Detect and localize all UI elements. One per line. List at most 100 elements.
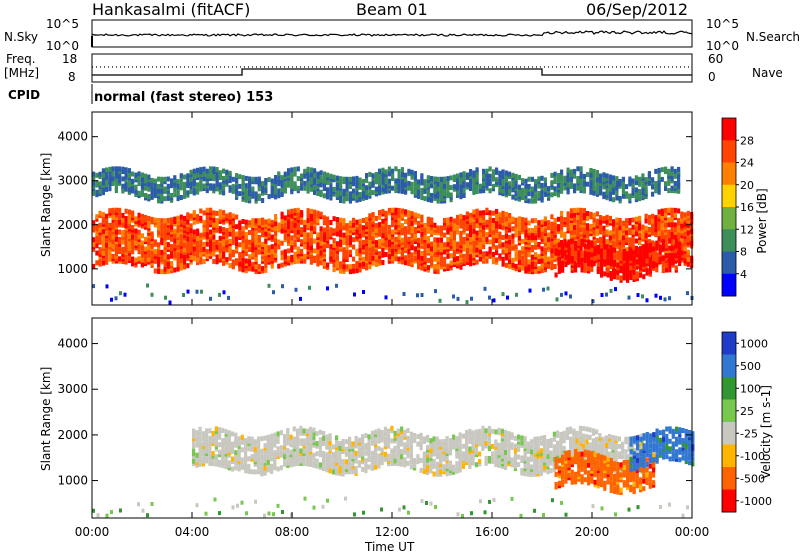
- power-panel-cell: [655, 257, 659, 263]
- power-panel-cell: [436, 191, 440, 197]
- power-panel-cell: [576, 219, 580, 225]
- power-panel-cell: [521, 238, 525, 244]
- power-panel-cell: [459, 172, 463, 178]
- power-panel-cell: [508, 244, 512, 250]
- velocity-panel-cell: [247, 446, 251, 452]
- power-panel-cell: [465, 211, 469, 217]
- power-panel-cell: [638, 232, 642, 238]
- power-panel-cell: [639, 255, 643, 261]
- power-panel-cell: [147, 194, 151, 199]
- power-panel-cell: [361, 256, 365, 262]
- velocity-panel-cell: [426, 434, 430, 440]
- velocity-panel-cell: [260, 466, 264, 472]
- velocity-panel-cell: [364, 443, 368, 449]
- power-panel-cell: [274, 175, 278, 180]
- velocity-panel-cell: [247, 463, 251, 469]
- power-panel-cell: [361, 225, 365, 231]
- station-title: Hankasalmi (fitACF): [92, 0, 251, 19]
- power-panel-cell: [644, 225, 648, 231]
- power-panel-cell: [313, 209, 317, 215]
- power-panel-cell: [508, 259, 512, 265]
- power-panel-cell: [144, 258, 148, 264]
- power-panel-cell: [641, 183, 645, 189]
- velocity-panel-cell: [400, 449, 404, 455]
- power-panel-cell: [651, 213, 655, 219]
- power-panel-cell: [426, 248, 430, 254]
- power-panel-cell: [111, 181, 115, 186]
- power-panel-cell: [521, 246, 525, 252]
- power-panel-near-cell: [123, 292, 127, 297]
- power-panel-cell: [420, 231, 424, 237]
- power-panel-cell: [280, 262, 284, 268]
- power-panel-cell: [599, 173, 603, 179]
- velocity-panel-cell: [318, 437, 322, 443]
- power-panel-cell: [397, 208, 401, 213]
- power-panel-cell: [564, 262, 568, 267]
- velocity-panel-cell: [328, 468, 332, 474]
- power-panel-cell: [511, 187, 515, 193]
- power-panel-cell: [352, 263, 356, 269]
- velocity-panel-cell: [270, 466, 274, 472]
- power-panel-cell: [166, 217, 170, 223]
- velocity-panel-cell: [367, 434, 371, 440]
- power-panel-ytick-label: 3000: [57, 174, 88, 188]
- power-panel-cell: [114, 173, 118, 179]
- power-panel-cell: [345, 249, 349, 255]
- power-panel-cell: [560, 181, 564, 187]
- power-panel-cell: [118, 229, 122, 235]
- power-panel-cell: [270, 244, 274, 250]
- power-panel-cell: [472, 209, 476, 215]
- velocity-panel-cell: [351, 469, 355, 475]
- velocity-panel-cell: [218, 434, 222, 440]
- velocity-panel-cell: [315, 463, 319, 469]
- power-panel-cell: [616, 274, 620, 280]
- power-panel-cell: [400, 259, 404, 265]
- power-panel-cell: [183, 242, 187, 248]
- power-panel-cell: [121, 213, 125, 218]
- power-panel-cell: [634, 194, 638, 200]
- power-panel-cell: [173, 216, 177, 222]
- power-panel-cell: [439, 176, 443, 182]
- power-panel-cell: [352, 256, 356, 262]
- cpid-label: CPID: [8, 88, 41, 102]
- velocity-panel-cell: [374, 452, 378, 458]
- power-panel-cell: [557, 261, 561, 267]
- power-panel-cell: [212, 183, 216, 189]
- power-panel-cell: [430, 258, 434, 264]
- power-panel-cell: [361, 179, 365, 184]
- power-panel-cell: [436, 181, 440, 187]
- power-panel-cell: [521, 187, 525, 193]
- power-panel-cell: [378, 168, 382, 174]
- power-panel-cell: [121, 166, 125, 172]
- power-panel-cell: [358, 177, 362, 183]
- power-panel-cell: [339, 217, 343, 223]
- power-panel-cell: [283, 171, 287, 177]
- velocity-panel-cell: [227, 462, 231, 468]
- power-panel-cell: [160, 218, 164, 224]
- power-panel-cell: [469, 169, 473, 174]
- power-panel-cell: [446, 190, 450, 196]
- power-panel-cell: [368, 225, 372, 231]
- power-panel-cell: [550, 241, 554, 246]
- power-panel-cell: [625, 218, 629, 224]
- power-panel-cell: [664, 208, 668, 214]
- power-panel-cell: [114, 185, 118, 191]
- power-panel-cell: [638, 240, 642, 246]
- power-panel-cell: [157, 252, 161, 257]
- velocity-panel-cell: [370, 440, 374, 446]
- noise-right-tick-bottom: 10^0: [706, 39, 739, 53]
- power-panel-cell: [589, 189, 593, 195]
- power-panel-cell: [274, 184, 278, 190]
- power-panel-cell: [589, 211, 593, 217]
- power-panel-cell: [615, 239, 619, 245]
- power-panel-cell: [517, 221, 521, 227]
- power-panel-cell: [482, 244, 486, 250]
- power-panel-cell: [661, 268, 665, 274]
- power-panel-cell: [313, 168, 317, 174]
- power-panel-cell: [160, 249, 164, 255]
- power-panel-cell: [430, 246, 434, 252]
- power-panel-cell: [222, 251, 226, 257]
- power-panel-cell: [163, 176, 167, 182]
- power-panel-cell: [387, 234, 391, 240]
- power-panel-cell: [462, 215, 466, 221]
